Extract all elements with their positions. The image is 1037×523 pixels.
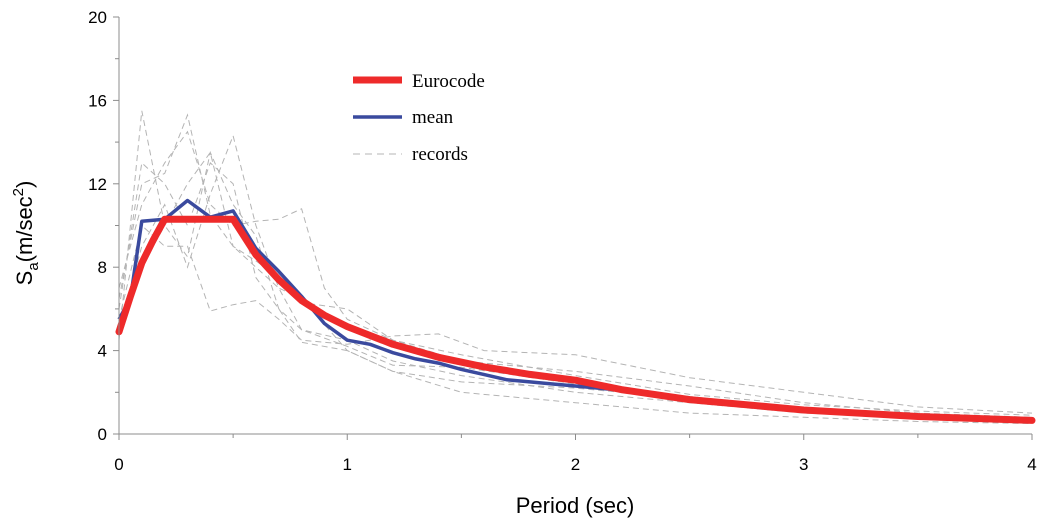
y-tick-label: 8 (98, 258, 107, 277)
y-tick-label: 0 (98, 425, 107, 444)
x-axis-title: Period (sec) (516, 493, 635, 518)
y-axis-title-rest: (m/sec (12, 196, 37, 262)
legend-label-eurocode: Eurocode (412, 71, 485, 92)
y-tick-label: 20 (88, 8, 107, 27)
x-tick-label: 4 (1027, 455, 1036, 474)
y-axis-title: Sa(m/sec2) (10, 181, 42, 286)
record-line (118, 130, 1033, 418)
x-tick-label: 2 (571, 455, 580, 474)
y-axis-title-sub: a (25, 262, 42, 271)
legend: Eurocode mean records (353, 71, 485, 165)
y-axis-title-sup: 2 (10, 188, 27, 196)
y-tick-label: 16 (88, 91, 107, 110)
x-tick-label: 3 (799, 455, 808, 474)
record-line (118, 151, 1033, 416)
eurocode-line (115, 215, 1036, 424)
record-line (118, 161, 1033, 425)
y-tick-label: 12 (88, 175, 107, 194)
eurocode-line-group (115, 215, 1036, 424)
x-tick-label: 0 (114, 455, 123, 474)
legend-label-records: records (412, 144, 468, 165)
legend-label-mean: mean (412, 107, 454, 128)
mean-line (117, 198, 1033, 424)
y-axis-title-main: S (12, 271, 37, 286)
record-line (118, 110, 1033, 420)
x-tick-label: 1 (343, 455, 352, 474)
record-line (118, 113, 1033, 422)
mean-line-group (117, 198, 1033, 424)
y-axis-title-close: ) (12, 181, 37, 188)
y-tick-label: 4 (98, 342, 107, 361)
axes (113, 16, 1033, 440)
